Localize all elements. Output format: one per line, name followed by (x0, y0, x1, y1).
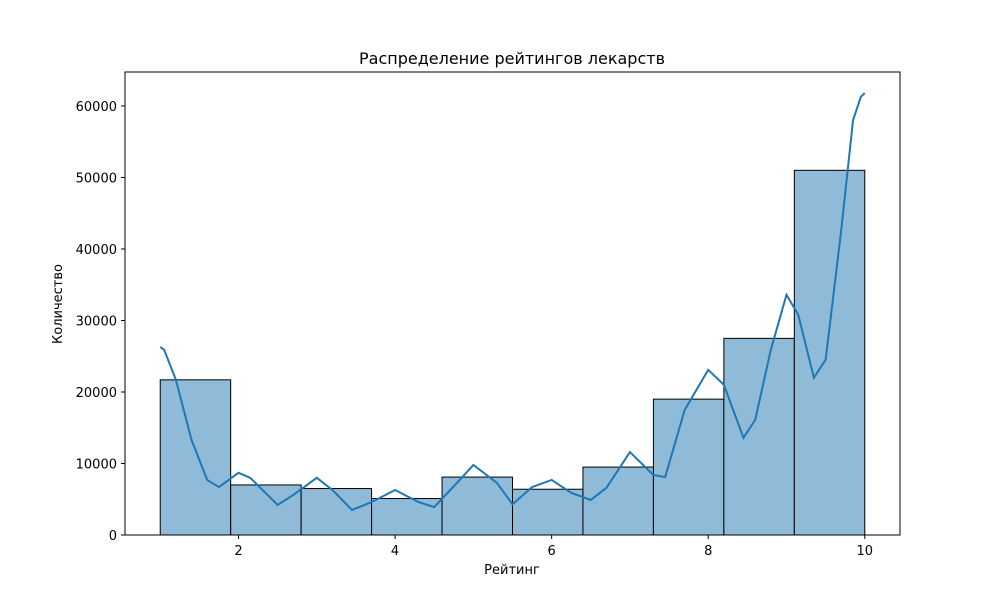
bar (723, 337, 795, 536)
y-tick-label: 30000 (76, 314, 117, 329)
y-tick-label: 40000 (76, 243, 117, 258)
chart-title: Распределение рейтингов лекарств (359, 49, 665, 68)
kde-line (159, 92, 866, 512)
x-axis-label: Рейтинг (484, 563, 540, 578)
bar (652, 398, 725, 536)
y-tick-label: 20000 (76, 386, 117, 401)
x-tick-label: 6 (548, 544, 556, 559)
x-tick-label: 8 (704, 544, 712, 559)
x-tick-label: 4 (391, 544, 399, 559)
bar (441, 476, 513, 536)
y-tick-label: 10000 (76, 457, 117, 472)
bar (793, 169, 866, 536)
bar (300, 488, 373, 536)
y-tick-label: 50000 (76, 171, 117, 186)
bar (512, 488, 584, 536)
y-tick-label: 60000 (76, 100, 117, 115)
y-tick-label: 0 (109, 529, 117, 544)
bar (371, 498, 443, 536)
bar (159, 379, 232, 536)
y-axis-label: Количество (51, 264, 66, 344)
x-tick-label: 10 (856, 544, 873, 559)
plot-frame (124, 71, 901, 536)
x-tick-label: 2 (234, 544, 242, 559)
bar (582, 466, 654, 536)
